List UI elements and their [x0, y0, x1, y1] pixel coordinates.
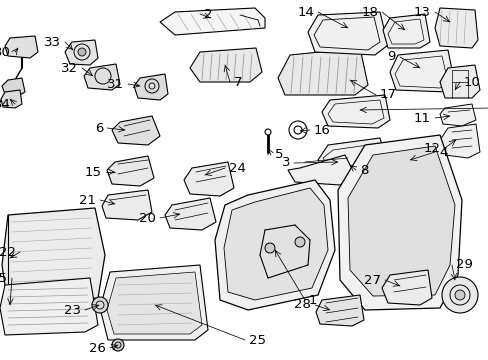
Circle shape	[454, 290, 464, 300]
Text: 3: 3	[281, 157, 289, 170]
Polygon shape	[439, 65, 479, 98]
Polygon shape	[84, 64, 120, 90]
Polygon shape	[224, 188, 327, 300]
Text: 25: 25	[248, 333, 265, 346]
Text: 4: 4	[438, 145, 447, 158]
Text: 12: 12	[423, 141, 440, 154]
Polygon shape	[381, 270, 431, 305]
Circle shape	[92, 297, 108, 313]
Text: 17: 17	[379, 89, 396, 102]
Text: 33: 33	[44, 36, 61, 49]
Text: 28: 28	[293, 298, 310, 311]
Text: 10: 10	[463, 76, 480, 89]
Circle shape	[264, 129, 270, 135]
Polygon shape	[287, 155, 354, 185]
Polygon shape	[439, 104, 475, 126]
Circle shape	[112, 339, 124, 351]
Text: 21: 21	[79, 194, 96, 207]
Text: 34: 34	[0, 98, 11, 111]
Polygon shape	[307, 12, 387, 55]
Text: 1: 1	[308, 293, 317, 306]
Text: 8: 8	[359, 163, 367, 176]
Circle shape	[441, 277, 477, 313]
Text: 11: 11	[413, 112, 430, 125]
Polygon shape	[164, 198, 216, 230]
Polygon shape	[102, 190, 152, 220]
Polygon shape	[183, 162, 234, 196]
Text: 30: 30	[0, 45, 11, 58]
Text: 18: 18	[360, 5, 377, 18]
Text: 16: 16	[313, 123, 330, 136]
Circle shape	[294, 237, 305, 247]
Text: 22: 22	[0, 246, 16, 258]
Polygon shape	[439, 124, 479, 158]
Text: 13: 13	[413, 5, 430, 18]
Text: 31: 31	[107, 77, 124, 90]
Polygon shape	[190, 48, 262, 82]
Polygon shape	[100, 265, 207, 340]
Polygon shape	[337, 135, 461, 310]
Polygon shape	[134, 74, 168, 100]
Circle shape	[264, 243, 274, 253]
Polygon shape	[315, 295, 363, 326]
Text: 2: 2	[203, 8, 212, 21]
Polygon shape	[382, 14, 429, 48]
Polygon shape	[2, 78, 25, 96]
Text: 27: 27	[363, 274, 380, 287]
Text: 9: 9	[387, 50, 395, 63]
Polygon shape	[5, 36, 38, 58]
Polygon shape	[65, 40, 98, 65]
Circle shape	[78, 48, 86, 56]
Text: 14: 14	[297, 5, 313, 18]
Polygon shape	[321, 95, 389, 128]
Text: 29: 29	[455, 258, 472, 271]
Polygon shape	[347, 146, 454, 296]
Text: 26: 26	[89, 342, 106, 355]
Text: 15: 15	[85, 166, 102, 179]
Polygon shape	[1, 90, 22, 108]
Polygon shape	[317, 138, 387, 178]
Polygon shape	[215, 180, 334, 310]
Text: 24: 24	[228, 162, 245, 175]
Text: 23: 23	[64, 303, 81, 316]
Text: 32: 32	[61, 62, 78, 75]
Polygon shape	[278, 48, 367, 95]
Polygon shape	[107, 156, 154, 186]
Polygon shape	[107, 272, 202, 334]
Polygon shape	[2, 208, 105, 305]
Polygon shape	[160, 8, 264, 35]
Text: 5: 5	[274, 148, 283, 162]
Text: 6: 6	[95, 122, 103, 135]
Polygon shape	[112, 116, 160, 145]
Polygon shape	[389, 50, 454, 92]
Polygon shape	[434, 8, 477, 48]
Text: 7: 7	[234, 76, 242, 89]
Text: 35: 35	[0, 271, 8, 284]
Text: 20: 20	[139, 211, 156, 225]
Polygon shape	[0, 278, 98, 335]
